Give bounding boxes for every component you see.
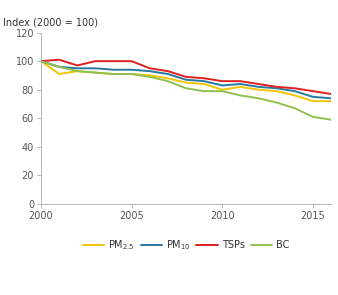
BC — [220, 89, 224, 93]
PM$_{10}$ — [293, 89, 297, 93]
Line: PM$_{2.5}$: PM$_{2.5}$ — [41, 61, 331, 101]
PM$_{2.5}$ — [93, 71, 97, 74]
PM$_{10}$ — [275, 86, 279, 90]
BC — [311, 115, 315, 119]
PM$_{10}$ — [93, 67, 97, 70]
PM$_{2.5}$ — [148, 74, 152, 77]
PM$_{10}$ — [57, 65, 61, 69]
Text: Index (2000 = 100): Index (2000 = 100) — [3, 17, 98, 27]
PM$_{2.5}$ — [275, 89, 279, 93]
TSPs — [93, 59, 97, 63]
PM$_{10}$ — [202, 79, 206, 83]
TSPs — [257, 82, 261, 86]
TSPs — [329, 92, 333, 96]
Legend: PM$_{2.5}$, PM$_{10}$, TSPs, BC: PM$_{2.5}$, PM$_{10}$, TSPs, BC — [79, 235, 293, 256]
PM$_{2.5}$ — [39, 59, 43, 63]
TSPs — [220, 79, 224, 83]
BC — [39, 59, 43, 63]
BC — [112, 72, 116, 76]
PM$_{2.5}$ — [75, 69, 79, 73]
PM$_{2.5}$ — [112, 72, 116, 76]
BC — [57, 65, 61, 69]
BC — [93, 71, 97, 74]
PM$_{10}$ — [39, 59, 43, 63]
BC — [75, 69, 79, 73]
TSPs — [148, 67, 152, 70]
PM$_{2.5}$ — [329, 99, 333, 103]
PM$_{2.5}$ — [166, 76, 170, 80]
PM$_{10}$ — [112, 68, 116, 71]
PM$_{2.5}$ — [311, 99, 315, 103]
TSPs — [202, 76, 206, 80]
PM$_{2.5}$ — [220, 88, 224, 91]
Line: PM$_{10}$: PM$_{10}$ — [41, 61, 331, 98]
PM$_{2.5}$ — [129, 72, 134, 76]
BC — [148, 75, 152, 79]
BC — [184, 86, 188, 90]
BC — [202, 89, 206, 93]
PM$_{2.5}$ — [202, 82, 206, 86]
PM$_{10}$ — [129, 68, 134, 71]
PM$_{2.5}$ — [238, 85, 242, 88]
PM$_{10}$ — [311, 95, 315, 99]
PM$_{2.5}$ — [293, 94, 297, 97]
Line: BC: BC — [41, 61, 331, 120]
PM$_{10}$ — [238, 82, 242, 86]
PM$_{10}$ — [148, 69, 152, 73]
TSPs — [293, 86, 297, 90]
PM$_{10}$ — [329, 96, 333, 100]
PM$_{10}$ — [184, 78, 188, 81]
PM$_{10}$ — [220, 84, 224, 87]
PM$_{2.5}$ — [184, 81, 188, 84]
BC — [166, 79, 170, 83]
TSPs — [238, 79, 242, 83]
Line: TSPs: TSPs — [41, 60, 331, 94]
BC — [238, 94, 242, 97]
PM$_{10}$ — [75, 67, 79, 70]
BC — [257, 96, 261, 100]
BC — [329, 118, 333, 122]
PM$_{2.5}$ — [57, 72, 61, 76]
TSPs — [57, 58, 61, 61]
TSPs — [129, 59, 134, 63]
TSPs — [184, 75, 188, 79]
TSPs — [39, 59, 43, 63]
PM$_{2.5}$ — [257, 88, 261, 91]
BC — [293, 106, 297, 110]
TSPs — [311, 89, 315, 93]
TSPs — [112, 59, 116, 63]
TSPs — [275, 85, 279, 88]
PM$_{10}$ — [166, 72, 170, 76]
BC — [129, 72, 134, 76]
BC — [275, 101, 279, 104]
TSPs — [166, 69, 170, 73]
TSPs — [75, 64, 79, 67]
PM$_{10}$ — [257, 85, 261, 88]
